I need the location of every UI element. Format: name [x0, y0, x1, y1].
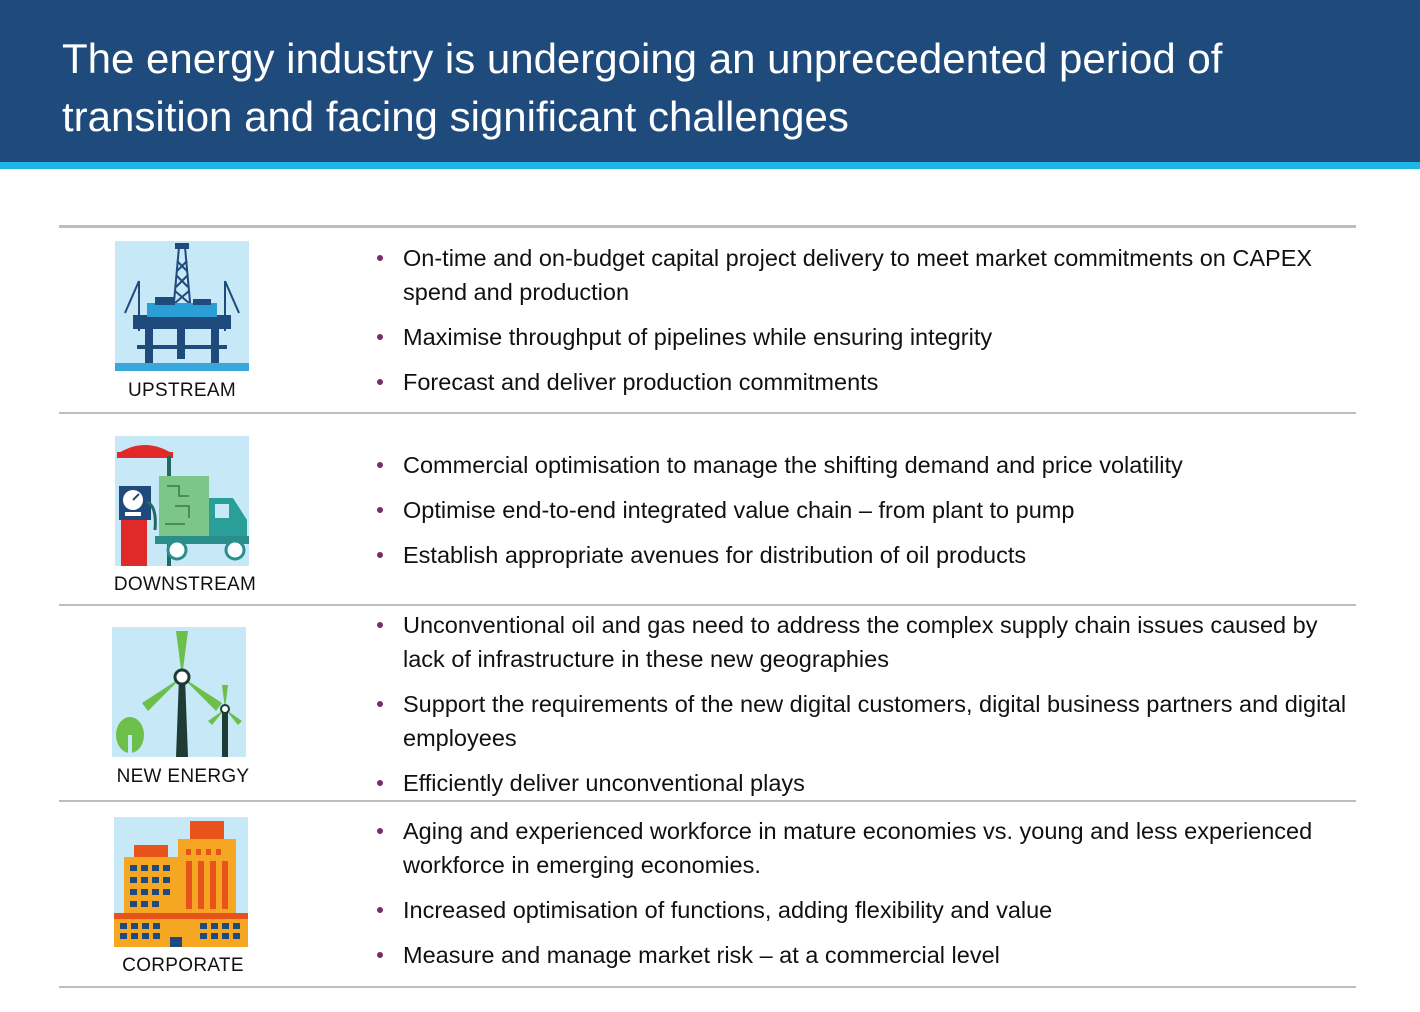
bullet-item: Forecast and deliver production commitme…	[375, 365, 1355, 399]
wind-turbine-icon	[112, 627, 246, 757]
category-label-corporate: CORPORATE	[122, 955, 244, 976]
section-divider	[59, 412, 1356, 414]
page-title-line-1: The energy industry is undergoing an unp…	[62, 35, 1223, 82]
bullet-item: Support the requirements of the new digi…	[375, 687, 1355, 755]
category-label-downstream: DOWNSTREAM	[113, 574, 257, 595]
fuel-pump-truck-icon	[115, 436, 249, 566]
bullet-list-upstream: On-time and on-budget capital project de…	[375, 241, 1355, 410]
bullet-list-corporate: Aging and experienced workforce in matur…	[375, 814, 1355, 983]
office-buildings-icon	[114, 817, 248, 947]
page-title: The energy industry is undergoing an unp…	[62, 30, 1392, 146]
bullet-item: Aging and experienced workforce in matur…	[375, 814, 1355, 882]
bullet-item: Measure and manage market risk – at a co…	[375, 938, 1355, 972]
bullet-item: Optimise end-to-end integrated value cha…	[375, 493, 1355, 527]
page-title-line-2: transition and facing significant challe…	[62, 93, 849, 140]
bullet-item: Increased optimisation of functions, add…	[375, 893, 1355, 927]
section-corporate: CORPORATE Aging and experienced workforc…	[59, 802, 1356, 986]
bullet-list-new-energy: Unconventional oil and gas need to addre…	[375, 608, 1355, 811]
offshore-rig-icon	[115, 241, 249, 371]
category-label-new-energy: NEW ENERGY	[116, 766, 250, 787]
title-banner	[0, 0, 1420, 162]
bullet-item: Maximise throughput of pipelines while e…	[375, 320, 1355, 354]
bullet-item: Commercial optimisation to manage the sh…	[375, 448, 1355, 482]
bullet-item: On-time and on-budget capital project de…	[375, 241, 1355, 309]
section-downstream: DOWNSTREAM Commercial optimisation to ma…	[59, 414, 1356, 604]
bottom-divider	[59, 986, 1356, 988]
bullet-item: Establish appropriate avenues for distri…	[375, 538, 1355, 572]
section-upstream: UPSTREAM On-time and on-budget capital p…	[59, 228, 1356, 412]
bullet-item: Unconventional oil and gas need to addre…	[375, 608, 1355, 676]
accent-line	[0, 162, 1420, 169]
top-divider	[59, 225, 1356, 228]
section-new-energy: NEW ENERGY Unconventional oil and gas ne…	[59, 606, 1356, 800]
section-divider	[59, 800, 1356, 802]
section-divider	[59, 604, 1356, 606]
category-label-upstream: UPSTREAM	[128, 380, 236, 401]
bullet-list-downstream: Commercial optimisation to manage the sh…	[375, 448, 1355, 583]
bullet-item: Efficiently deliver unconventional plays	[375, 766, 1355, 800]
